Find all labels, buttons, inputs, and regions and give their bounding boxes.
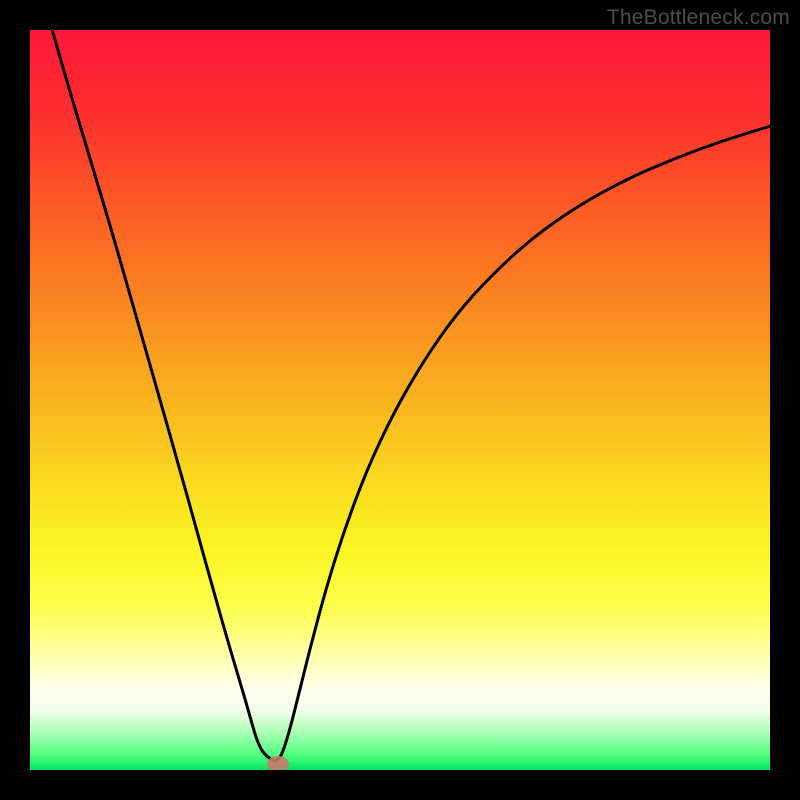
plot-area xyxy=(30,30,770,770)
chart-svg xyxy=(30,30,770,770)
watermark-text: TheBottleneck.com xyxy=(607,6,790,30)
chart-container: TheBottleneck.com xyxy=(0,0,800,800)
